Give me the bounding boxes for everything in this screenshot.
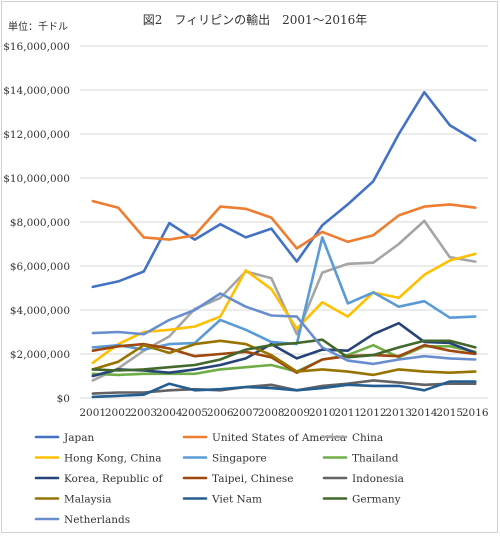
legend-label: Korea, Republic of	[64, 473, 164, 485]
series-line-12	[91, 292, 477, 366]
y-axis-ticks: $0 $2,000,000 $4,000,000 $6,000,000 $8,000,0…	[3, 41, 70, 405]
y-tick-label: $16,000,000	[3, 41, 70, 53]
series-line-7	[91, 342, 477, 375]
legend-label: Germany	[352, 494, 401, 506]
x-tick-label: 2004	[156, 407, 183, 419]
x-tick-label: 2002	[105, 407, 132, 419]
legend-label: Singapore	[212, 453, 267, 465]
x-tick-label: 2011	[334, 407, 361, 419]
x-tick-label: 2003	[130, 407, 157, 419]
legend-label: Malaysia	[64, 494, 112, 506]
x-tick-label: 2015	[436, 407, 463, 419]
x-tick-label: 2016	[462, 407, 489, 419]
y-tick-label: $10,000,000	[3, 173, 70, 185]
x-tick-label: 2005	[181, 407, 208, 419]
x-tick-label: 2012	[360, 407, 387, 419]
y-tick-label: $14,000,000	[3, 85, 70, 97]
legend-label: Hong Kong, China	[64, 453, 162, 465]
y-tick-label: $4,000,000	[10, 305, 70, 317]
x-tick-label: 2007	[232, 407, 259, 419]
series-lines	[91, 90, 477, 399]
y-tick-label: $12,000,000	[3, 129, 70, 141]
y-tick-label: $6,000,000	[10, 261, 70, 273]
legend-label: Netherlands	[64, 514, 130, 526]
series-line-3	[91, 252, 477, 365]
chart-title: 図2 フィリピンの輸出 2001〜2016年	[143, 12, 367, 27]
series-line-10	[91, 380, 477, 399]
x-tick-label: 2010	[309, 407, 336, 419]
legend-label: United States of America	[212, 432, 346, 444]
legend-label: China	[352, 432, 383, 444]
y-tick-label: $2,000,000	[10, 349, 70, 361]
series-line-4	[91, 236, 477, 351]
series-line-1	[91, 199, 477, 250]
legend-label: Viet Nam	[211, 494, 262, 506]
series-line-8	[91, 379, 477, 395]
legend-label: Japan	[63, 432, 94, 444]
y-tick-label: $0	[57, 393, 70, 405]
series-line-2	[91, 219, 477, 382]
legend-label: Thailand	[352, 453, 399, 465]
y-tick-label: $8,000,000	[10, 217, 70, 229]
x-tick-label: 2014	[411, 407, 438, 419]
x-tick-label: 2001	[79, 407, 106, 419]
series-line-0	[91, 90, 477, 289]
x-axis-ticks: 2001200220032004200520062007200820092010…	[79, 407, 489, 419]
legend: Japan United States of America China Hong K…	[34, 432, 404, 526]
legend-label: Indonesia	[352, 473, 404, 485]
x-tick-label: 2009	[283, 407, 310, 419]
unit-label: 単位：千ドル	[8, 20, 68, 33]
series-line-9	[91, 339, 477, 377]
x-tick-label: 2013	[385, 407, 412, 419]
series-line-11	[91, 338, 477, 372]
series-line-6	[91, 321, 477, 378]
x-tick-label: 2008	[258, 407, 285, 419]
x-tick-label: 2006	[207, 407, 234, 419]
legend-label: Taipei, Chinese	[212, 473, 294, 485]
